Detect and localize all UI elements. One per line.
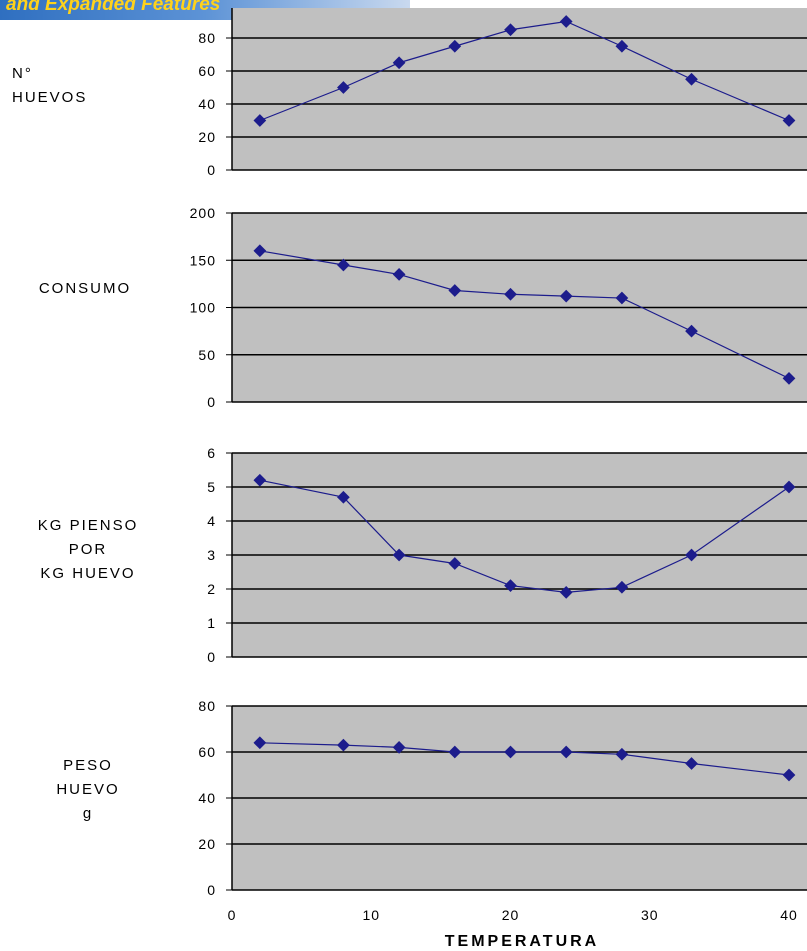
data-point xyxy=(253,473,267,487)
y-tick-label: 5 xyxy=(207,479,216,495)
y-tick-label: 6 xyxy=(207,445,216,461)
data-point xyxy=(337,81,350,94)
y-tick-label: 40 xyxy=(198,96,216,112)
y-axis-label: N° xyxy=(12,65,33,82)
y-axis-label: CONSUMO xyxy=(39,280,131,297)
y-axis-label: POR xyxy=(69,541,108,558)
y-tick-label: 1 xyxy=(207,615,216,631)
y-axis-label: KG HUEVO xyxy=(40,565,135,582)
x-tick-label: 30 xyxy=(641,907,659,923)
y-tick-label: 40 xyxy=(198,790,216,806)
y-axis-label: HUEVO xyxy=(56,781,119,798)
y-tick-label: 2 xyxy=(207,581,216,597)
y-tick-label: 4 xyxy=(207,513,216,529)
y-tick-label: 20 xyxy=(198,129,216,145)
y-tick-label: 50 xyxy=(198,347,216,363)
banner-text: and Expanded Features xyxy=(6,0,221,15)
y-axis-label: KG PIENSO xyxy=(38,517,139,534)
y-tick-label: 0 xyxy=(207,649,216,665)
y-tick-label: 3 xyxy=(207,547,216,563)
y-tick-label: 80 xyxy=(198,698,216,714)
data-point xyxy=(448,39,462,53)
x-tick-label: 10 xyxy=(362,907,380,923)
data-point xyxy=(253,244,267,258)
y-axis-label: HUEVOS xyxy=(12,89,87,106)
data-point xyxy=(448,284,462,297)
data-point xyxy=(253,114,267,127)
y-axis-label: PESO xyxy=(63,757,113,774)
y-axis-label: g xyxy=(83,805,93,822)
y-tick-label: 60 xyxy=(198,744,216,760)
y-tick-label: 200 xyxy=(190,205,216,221)
y-tick-label: 60 xyxy=(198,63,216,79)
data-point xyxy=(337,258,350,272)
data-point xyxy=(392,56,406,70)
plot-area xyxy=(232,8,807,170)
x-tick-label: 0 xyxy=(228,907,237,923)
x-tick-label: 20 xyxy=(502,907,520,923)
y-tick-label: 150 xyxy=(190,252,216,268)
y-tick-label: 0 xyxy=(207,162,216,178)
data-point xyxy=(337,490,350,504)
data-point xyxy=(392,268,406,281)
y-tick-label: 20 xyxy=(198,836,216,852)
y-tick-label: 100 xyxy=(190,300,216,316)
y-tick-label: 0 xyxy=(207,882,216,898)
x-tick-label: 40 xyxy=(780,907,798,923)
x-axis-title: TEMPERATURA xyxy=(445,933,599,950)
y-tick-label: 80 xyxy=(198,30,216,46)
y-tick-label: 0 xyxy=(207,394,216,410)
